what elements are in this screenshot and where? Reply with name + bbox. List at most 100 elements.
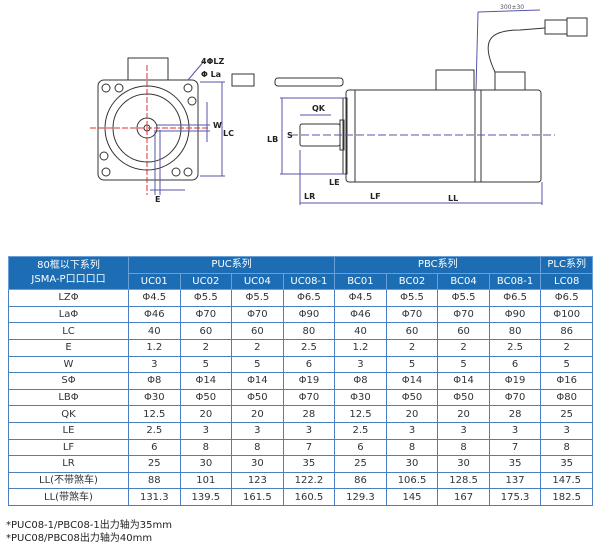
cell: 106.5 [385, 471, 439, 490]
cell: 3 [540, 421, 593, 440]
cell: 3 [437, 421, 490, 440]
cell: 30 [231, 455, 284, 473]
cell: 2 [540, 338, 593, 357]
cell: 8 [179, 438, 233, 457]
cell: 88 [128, 471, 181, 490]
cell: 1.2 [334, 338, 387, 357]
cell: 6 [334, 438, 387, 457]
table-row: LE 2.5 3 3 3 2.5 3 3 3 3 [8, 421, 593, 440]
note: *PUC08-1/PBC08-1出力轴为35mm [6, 520, 172, 531]
table-row: E 1.2 2 2 2.5 1.2 2 2 2.5 2 [8, 338, 593, 357]
cell: 139.5 [179, 488, 233, 506]
cell: 137 [488, 471, 542, 490]
row-label: W [8, 355, 129, 374]
cell: 2.5 [488, 338, 542, 357]
motor-dimension-drawing: 4ΦLZ Φ La W LC E QK LB S LE LR LF LL 300… [90, 4, 588, 205]
cell: 25 [334, 455, 387, 473]
cell: 8 [231, 438, 284, 457]
cell: Φ19 [488, 372, 542, 390]
table-row: SΦ Φ8 Φ14 Φ14 Φ19 Φ8 Φ14 Φ14 Φ19 Φ16 [8, 372, 593, 390]
cell: Φ6.5 [282, 289, 336, 307]
cell: 5 [437, 355, 490, 374]
row-label: LF [8, 438, 129, 457]
table-row: LL(不带煞车) 88 101 123 122.2 86 106.5 128.5 137 147.… [8, 471, 593, 490]
cell: 12.5 [128, 405, 181, 423]
cell: Φ100 [540, 305, 593, 324]
label-le: LE [329, 178, 340, 187]
cell: 131.3 [128, 488, 181, 506]
row-label: LR [8, 455, 129, 473]
cell: 3 [128, 355, 181, 374]
cell: 3 [385, 421, 439, 440]
cell: 20 [231, 405, 284, 423]
cell: 123 [231, 471, 284, 490]
cell: 35 [282, 455, 336, 473]
label-lf: LF [370, 192, 381, 201]
cell: 60 [179, 322, 233, 340]
cell: 6 [128, 438, 181, 457]
cell: 25 [540, 405, 593, 423]
cell: Φ19 [282, 372, 336, 390]
cell: 35 [540, 455, 593, 473]
cell: 2 [231, 338, 284, 357]
label-lr: LR [304, 192, 315, 201]
cell: 35 [488, 455, 542, 473]
cell: 2 [179, 338, 233, 357]
cell: 2.5 [282, 338, 336, 357]
cell: 20 [179, 405, 233, 423]
cell: 182.5 [540, 488, 593, 506]
table-row: LF 6 8 8 7 6 8 8 7 8 [8, 438, 593, 457]
note: *PUC08/PBC08出力轴为40mm [6, 533, 153, 544]
cell: Φ46 [128, 305, 181, 324]
cell: Φ5.5 [385, 289, 439, 307]
cell: Φ6.5 [488, 289, 542, 307]
cell: 30 [179, 455, 233, 473]
cell: 20 [437, 405, 490, 423]
label-e: E [155, 195, 160, 204]
cell: 2 [437, 338, 490, 357]
cell: 3 [488, 421, 542, 440]
cell: 40 [128, 322, 181, 340]
cell: Φ4.5 [334, 289, 387, 307]
label-la: Φ La [201, 70, 221, 79]
cell: 30 [385, 455, 439, 473]
cell: Φ70 [488, 388, 542, 407]
row-label: LC [8, 322, 129, 340]
cell: 175.3 [488, 488, 542, 506]
cell: 129.3 [334, 488, 387, 506]
label-ll: LL [448, 194, 458, 203]
cell: Φ14 [385, 372, 439, 390]
model-header: UC02 [179, 272, 233, 291]
table-row: LZΦ Φ4.5 Φ5.5 Φ5.5 Φ6.5 Φ4.5 Φ5.5 Φ5.5 Φ6.5 Φ6.5 [8, 289, 593, 307]
cell: Φ70 [282, 388, 336, 407]
row-label: E [8, 338, 129, 357]
table-row: LaΦ Φ46 Φ70 Φ70 Φ90 Φ46 Φ70 Φ70 Φ90 Φ100 [8, 305, 593, 324]
model-header: UC08-1 [282, 272, 336, 291]
row-label: LBΦ [8, 388, 129, 407]
label-lb: LB [267, 135, 278, 144]
cell: Φ14 [179, 372, 233, 390]
cell: 7 [282, 438, 336, 457]
cell: 3 [231, 421, 284, 440]
cell: 145 [385, 488, 439, 506]
cell: 5 [179, 355, 233, 374]
cell: 28 [488, 405, 542, 423]
table-row: LC 40 60 60 80 40 60 60 80 86 [8, 322, 593, 340]
cell: 5 [385, 355, 439, 374]
cell: Φ4.5 [128, 289, 181, 307]
row-label: LE [8, 421, 129, 440]
cell: 167 [437, 488, 490, 506]
label-s: S [287, 131, 293, 140]
cell: 3 [282, 421, 336, 440]
cell: Φ8 [128, 372, 181, 390]
corner-line-1: 80框以下系列 [37, 260, 100, 272]
label-w: W [213, 121, 222, 130]
cell: 5 [231, 355, 284, 374]
cell: 8 [540, 438, 593, 457]
cell: Φ30 [128, 388, 181, 407]
row-label: LL(不带煞车) [8, 471, 129, 490]
cell: 122.2 [282, 471, 336, 490]
row-label: QK [8, 405, 129, 423]
cell: Φ14 [437, 372, 490, 390]
cell: 60 [231, 322, 284, 340]
